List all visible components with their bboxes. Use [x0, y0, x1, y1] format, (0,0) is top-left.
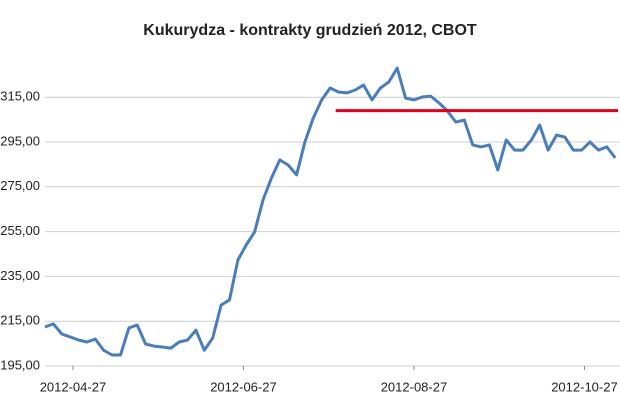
chart-title: Kukurydza - kontrakty grudzień 2012, CBO… [143, 22, 477, 39]
y-tick-label: 275,00 [0, 178, 40, 193]
y-tick-label: 255,00 [0, 223, 40, 238]
y-tick-label: 235,00 [0, 268, 40, 283]
x-tick-label: 2012-04-27 [40, 379, 107, 394]
y-tick-label: 295,00 [0, 133, 40, 148]
y-tick-label: 315,00 [0, 89, 40, 104]
y-tick-label: 195,00 [0, 357, 40, 372]
price-line [44, 66, 617, 357]
x-tick-label: 2012-10-27 [551, 379, 618, 394]
y-tick-label: 215,00 [0, 313, 40, 328]
x-tick-label: 2012-08-27 [381, 379, 448, 394]
x-tick-label: 2012-06-27 [210, 379, 277, 394]
